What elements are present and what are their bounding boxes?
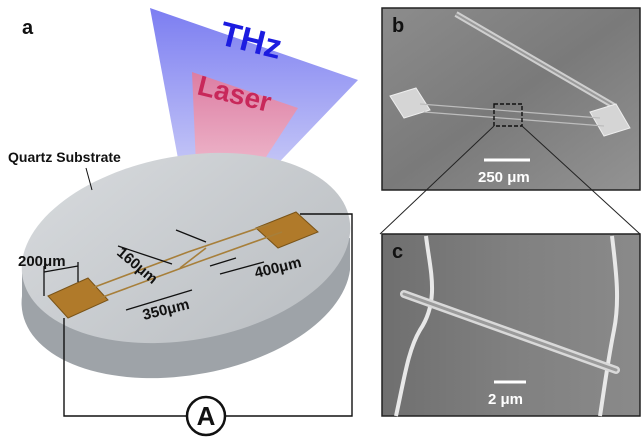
ammeter: [185, 395, 227, 437]
sem-pad-left: [389, 87, 431, 119]
right-electrode-pad: [255, 211, 319, 249]
panel-a: a THz Laser Quartz Substrate: [8, 8, 358, 437]
nanowire-sem-core: [402, 292, 618, 372]
panel-c: c 2 μm: [381, 233, 641, 417]
nanowire: [179, 247, 207, 269]
substrate-label: Quartz Substrate: [8, 149, 121, 165]
sem-pad-right: [589, 103, 631, 137]
lead-right-1: [197, 231, 283, 263]
electrode-edge-left: [394, 235, 435, 417]
circuit-wires: [63, 213, 353, 417]
panel-a-letter: a: [22, 17, 34, 39]
substrate-pointer: [85, 167, 93, 191]
lead-right-2: [187, 223, 271, 253]
dimension-markers: [43, 229, 265, 311]
lead-left-2: [91, 251, 189, 289]
scale-label-c: 2 μm: [488, 391, 523, 408]
electrode-edge-right: [598, 235, 620, 417]
dim-pad-width: 200μm: [18, 253, 66, 270]
lead-left-1: [99, 261, 199, 299]
sem-lead-b2: [423, 111, 605, 127]
sem-image-c: [381, 233, 641, 417]
sem-lead-b: [419, 103, 601, 119]
panel-b: b 250 μm: [381, 7, 641, 191]
ammeter-label: A: [197, 401, 216, 431]
probe-tip-core: [455, 13, 615, 107]
scale-label-b: 250 μm: [478, 169, 530, 186]
zoom-line-left: [379, 125, 495, 235]
zoom-line-right: [521, 125, 641, 235]
panel-c-letter: c: [392, 241, 403, 263]
zoom-box: [493, 103, 523, 127]
panel-b-letter: b: [392, 15, 404, 37]
